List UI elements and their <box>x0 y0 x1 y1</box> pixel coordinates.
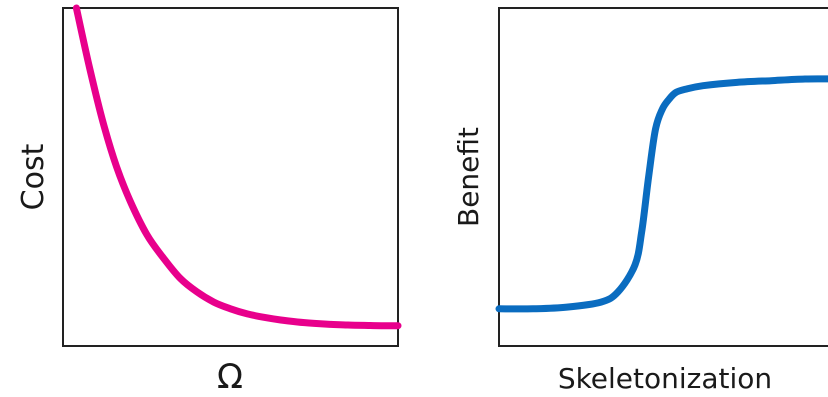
omega-x-axis-label: Ω <box>217 357 243 397</box>
benefit-panel: Benefit Skeletonization <box>452 7 828 395</box>
cost-panel: Cost Ω <box>16 4 402 397</box>
benefit-curve <box>495 75 828 313</box>
skeletonization-x-axis-label: Skeletonization <box>558 362 772 395</box>
cost-curve <box>72 4 402 330</box>
benefit-plot-frame <box>498 7 828 347</box>
cost-plot-frame <box>62 7 399 347</box>
cost-y-axis-label: Cost <box>16 143 51 210</box>
benefit-y-axis-label: Benefit <box>452 127 485 227</box>
